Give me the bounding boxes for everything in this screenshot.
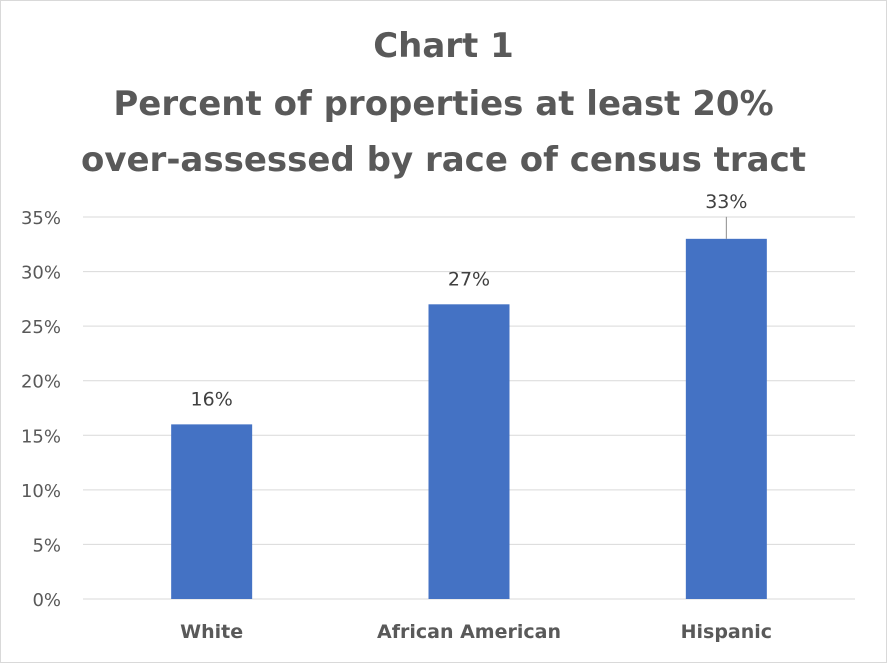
bar — [685, 238, 767, 600]
bar — [428, 304, 510, 599]
chart-title-line-1: Chart 1 — [373, 26, 514, 66]
y-tick-label: 35% — [21, 208, 61, 229]
y-tick-label: 5% — [32, 535, 61, 556]
y-tick-label: 20% — [21, 372, 61, 393]
y-tick-label: 15% — [21, 426, 61, 447]
category-label: African American — [377, 621, 561, 643]
category-label: White — [180, 621, 243, 643]
category-label: Hispanic — [681, 621, 772, 643]
bar — [171, 424, 253, 599]
y-tick-label: 30% — [21, 263, 61, 284]
data-label: 16% — [191, 388, 233, 410]
y-tick-label: 0% — [32, 590, 61, 611]
data-label: 33% — [705, 191, 747, 213]
y-tick-label: 10% — [21, 481, 61, 502]
chart-title-line-3: over-assessed by race of census tract — [80, 140, 807, 180]
chart-title-line-2: Percent of properties at least 20% — [113, 84, 774, 124]
y-tick-label: 25% — [21, 317, 61, 338]
data-label: 27% — [448, 268, 490, 290]
